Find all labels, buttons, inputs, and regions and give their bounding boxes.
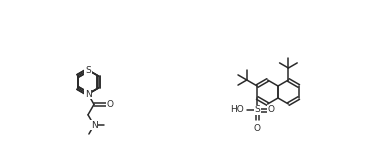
Text: S: S bbox=[255, 105, 260, 115]
Text: O: O bbox=[107, 100, 114, 109]
Text: HO: HO bbox=[230, 105, 244, 115]
Text: O: O bbox=[254, 124, 261, 133]
Text: O: O bbox=[268, 105, 275, 115]
Text: N: N bbox=[91, 121, 98, 130]
Text: S: S bbox=[85, 65, 91, 75]
Text: N: N bbox=[85, 89, 91, 99]
